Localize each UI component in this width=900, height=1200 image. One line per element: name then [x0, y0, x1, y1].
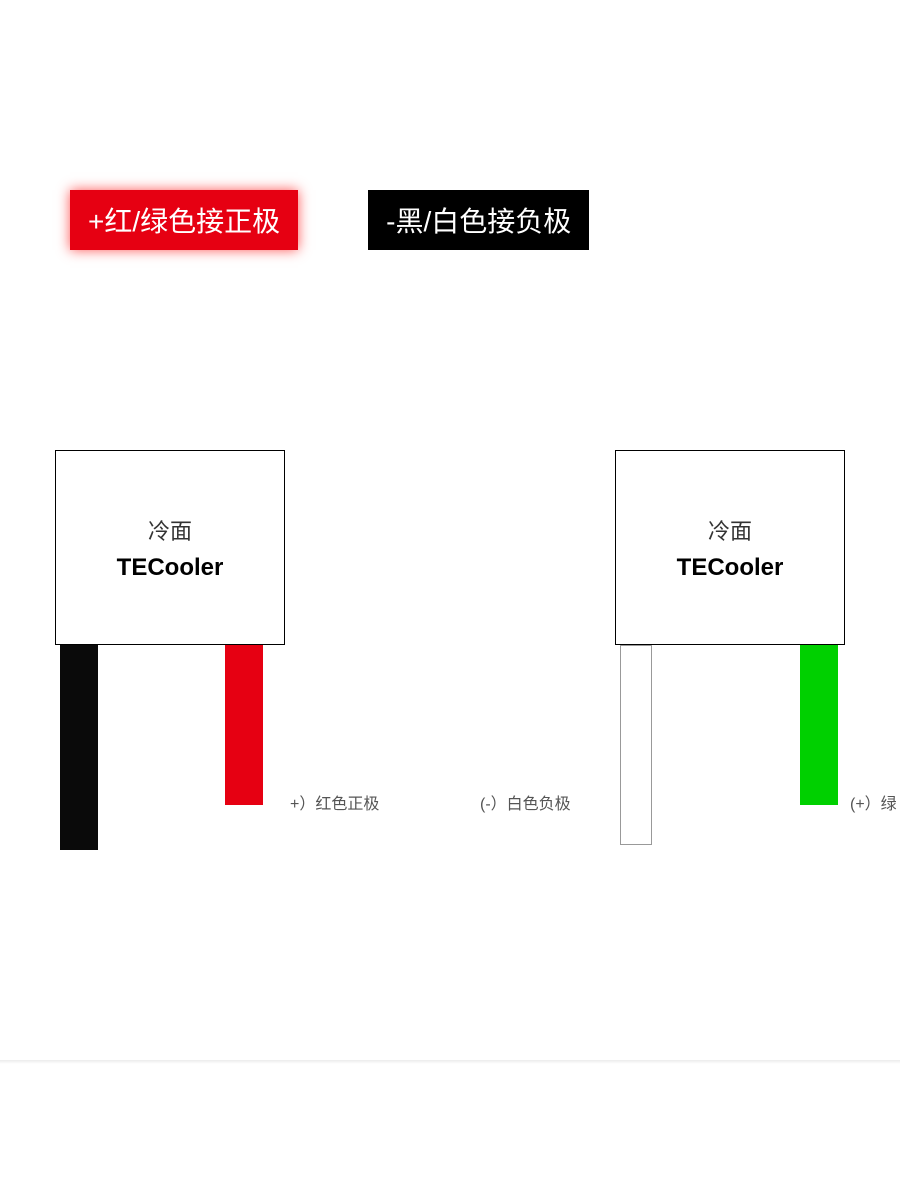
right-cooler-top-label: 冷面 [708, 514, 752, 546]
right-green-wire-label: (+）绿 [850, 790, 897, 814]
negative-label: -黑/白色接负极 [368, 190, 589, 250]
positive-label: +红/绿色接正极 [70, 190, 298, 250]
right-green-wire [800, 645, 838, 805]
right-white-wire-label: (-）白色负极 [480, 790, 571, 814]
right-cooler-box: 冷面 TECooler [615, 450, 845, 645]
right-white-wire [620, 645, 652, 845]
left-cooler-bottom-label: TECooler [117, 554, 224, 582]
left-cooler-box: 冷面 TECooler [55, 450, 285, 645]
left-red-wire-label: +）红色正极 [290, 790, 379, 814]
left-red-wire [225, 645, 263, 805]
header-labels: +红/绿色接正极 -黑/白色接负极 [0, 190, 900, 250]
left-black-wire [60, 645, 98, 850]
left-cooler-top-label: 冷面 [148, 514, 192, 546]
bottom-divider [0, 1060, 900, 1064]
right-cooler-bottom-label: TECooler [677, 554, 784, 582]
diagram-area: 冷面 TECooler 色负极 +）红色正极 冷面 TECooler (-）白色… [0, 450, 900, 900]
